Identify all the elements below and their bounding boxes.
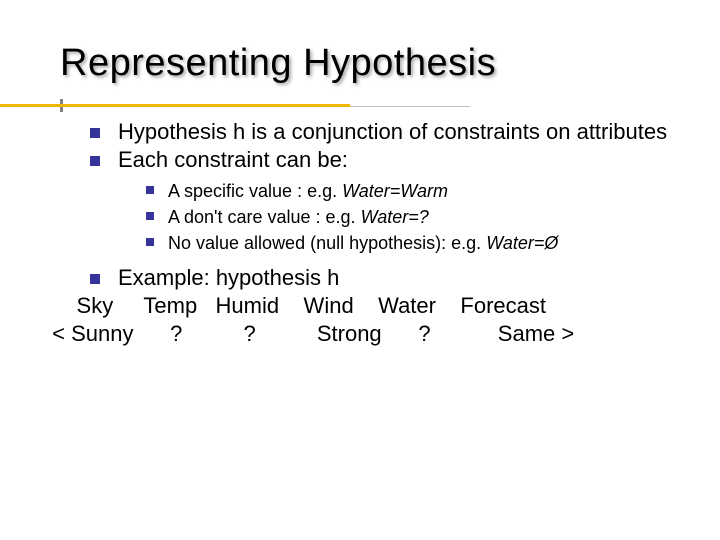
bullet-text-italic: Water=Ø [486, 233, 558, 253]
bullet-lvl2: A don't care value : e.g. Water=? [146, 205, 680, 230]
square-bullet-icon [146, 238, 154, 246]
square-bullet-icon [90, 128, 100, 138]
sub-bullet-group: A specific value : e.g. Water=Warm A don… [146, 179, 680, 255]
example-value-row: < Sunny ? ? Strong ? Same > [46, 321, 680, 347]
example-block: Example: hypothesis h Sky Temp Humid Win… [90, 265, 680, 347]
square-bullet-icon [146, 186, 154, 194]
square-bullet-icon [90, 156, 100, 166]
bullet-text: Each constraint can be: [118, 147, 348, 172]
slide-body: Hypothesis h is a conjunction of constra… [0, 85, 720, 347]
bullet-lvl1: Each constraint can be: [90, 147, 680, 173]
bullet-lvl1: Example: hypothesis h [90, 265, 680, 291]
slide-title: Representing Hypothesis [60, 42, 720, 85]
title-underline [0, 104, 350, 107]
square-bullet-icon [90, 274, 100, 284]
bullet-text-plain: A specific value : e.g. [168, 181, 342, 201]
bullet-text: Hypothesis h is a conjunction of constra… [118, 119, 667, 144]
example-heading: Example: hypothesis h [118, 265, 339, 290]
bullet-text-plain: No value allowed (null hypothesis): e.g. [168, 233, 486, 253]
bullet-text-plain: A don't care value : e.g. [168, 207, 361, 227]
example-attribute-row: Sky Temp Humid Wind Water Forecast [46, 293, 680, 319]
bullet-text-italic: Water=? [361, 207, 429, 227]
bullet-lvl2: No value allowed (null hypothesis): e.g.… [146, 231, 680, 256]
square-bullet-icon [146, 212, 154, 220]
bullet-lvl2: A specific value : e.g. Water=Warm [146, 179, 680, 204]
bullet-lvl1: Hypothesis h is a conjunction of constra… [90, 119, 680, 145]
bullet-text-italic: Water=Warm [342, 181, 448, 201]
